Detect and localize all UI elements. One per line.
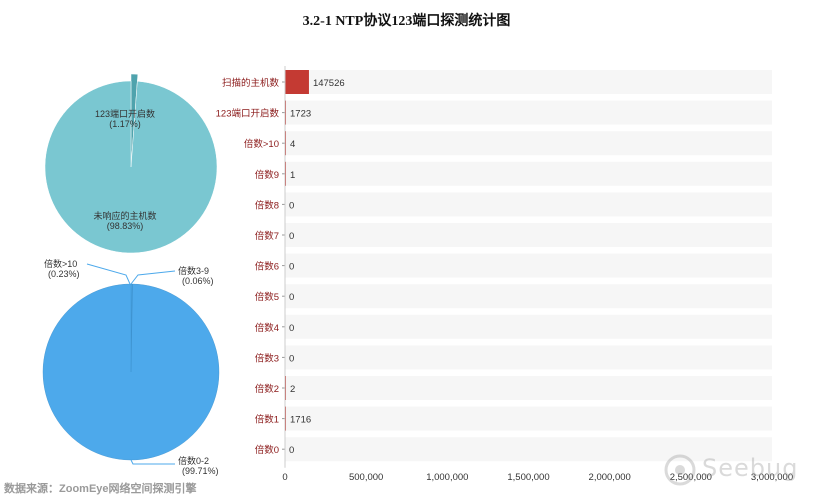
bar-category-label: 倍数6 bbox=[255, 261, 279, 273]
bar-value-label: 0 bbox=[289, 445, 294, 456]
pie2-slice-percent: (0.23%) bbox=[48, 269, 80, 279]
x-axis-tick-label: 3,000,000 bbox=[751, 472, 793, 483]
x-axis-tick-label: 2,500,000 bbox=[670, 472, 712, 483]
x-axis-tick-label: 0 bbox=[282, 472, 287, 483]
bar-row-background bbox=[285, 131, 772, 156]
bar-category-label: 倍数7 bbox=[255, 230, 279, 242]
bar bbox=[285, 70, 309, 94]
bar-row-background bbox=[285, 406, 772, 431]
bar-category-label: 倍数>10 bbox=[244, 138, 279, 150]
bar-row-background bbox=[285, 376, 772, 400]
pie2-leader-line bbox=[86, 263, 131, 285]
bar-value-label: 2 bbox=[290, 384, 295, 395]
pie1-slice-label: 123端口开启数 bbox=[95, 108, 155, 119]
bar-value-label: 0 bbox=[289, 200, 294, 211]
bar-row-background bbox=[285, 70, 772, 94]
bar-row-background bbox=[285, 223, 772, 247]
seebug-watermark: Seebug bbox=[662, 452, 797, 488]
bar-row-background bbox=[285, 192, 772, 217]
bar-category-label: 倍数1 bbox=[255, 414, 279, 426]
bar-value-label: 0 bbox=[289, 353, 294, 364]
pie2-slice-label: 倍数0-2 bbox=[178, 455, 209, 466]
x-axis-tick-label: 500,000 bbox=[349, 472, 383, 483]
watermark-text: Seebug bbox=[702, 454, 799, 482]
bar-value-label: 1723 bbox=[290, 109, 311, 120]
bar-value-label: 0 bbox=[289, 231, 294, 242]
x-axis-tick-label: 1,500,000 bbox=[507, 472, 549, 483]
bar-category-label: 倍数4 bbox=[255, 322, 279, 334]
bar-category-label: 扫描的主机数 bbox=[222, 77, 280, 89]
bar-row-background bbox=[285, 161, 772, 186]
pie2-slice-label: 倍数3-9 bbox=[178, 265, 209, 276]
bar-value-label: 1716 bbox=[290, 415, 311, 426]
bar-row-background bbox=[285, 284, 772, 309]
data-source-note: 数据来源：ZoomEye网络空间探测引擎 bbox=[4, 483, 197, 495]
pie2-slice-percent: (0.06%) bbox=[182, 276, 214, 286]
bar-value-label: 4 bbox=[290, 139, 295, 150]
bar-row-background bbox=[285, 253, 772, 278]
pie2-slice-percent: (99.71%) bbox=[182, 466, 219, 476]
chart-title: 3.2-1 NTP协议123端口探测统计图 bbox=[302, 14, 511, 29]
x-axis-tick-label: 2,000,000 bbox=[589, 472, 631, 483]
bar-category-label: 倍数3 bbox=[255, 352, 279, 364]
bar-value-label: 0 bbox=[289, 292, 294, 303]
pie2-slice bbox=[42, 283, 220, 461]
pie1-slice-percent: (1.17%) bbox=[109, 119, 141, 129]
bar-row-background bbox=[285, 437, 772, 462]
seebug-logo-icon bbox=[664, 454, 696, 486]
bar-value-label: 0 bbox=[289, 323, 294, 334]
bar-category-label: 倍数0 bbox=[255, 444, 279, 456]
pie1-slice bbox=[44, 80, 218, 254]
bar-category-label: 倍数2 bbox=[255, 383, 279, 395]
pie1-slice-percent: (98.83%) bbox=[107, 221, 144, 231]
bar-value-label: 0 bbox=[289, 262, 294, 273]
bar-category-label: 倍数9 bbox=[255, 169, 279, 181]
bar-value-label: 147526 bbox=[313, 78, 345, 89]
pie2-slice-label: 倍数>10 bbox=[44, 258, 77, 269]
bar-category-label: 倍数5 bbox=[255, 291, 279, 303]
x-axis-tick-label: 1,000,000 bbox=[426, 472, 468, 483]
bar-category-label: 123端口开启数 bbox=[216, 108, 280, 120]
bar-value-label: 1 bbox=[290, 170, 295, 181]
pie1-slice-label: 未响应的主机数 bbox=[93, 210, 156, 221]
bar-row-background bbox=[285, 345, 772, 370]
pie2-leader-line bbox=[130, 270, 176, 285]
pie2-leader-line bbox=[130, 459, 175, 465]
bar-category-label: 倍数8 bbox=[255, 199, 279, 211]
bar-row-background bbox=[285, 314, 772, 339]
bar-row-background bbox=[285, 100, 772, 125]
